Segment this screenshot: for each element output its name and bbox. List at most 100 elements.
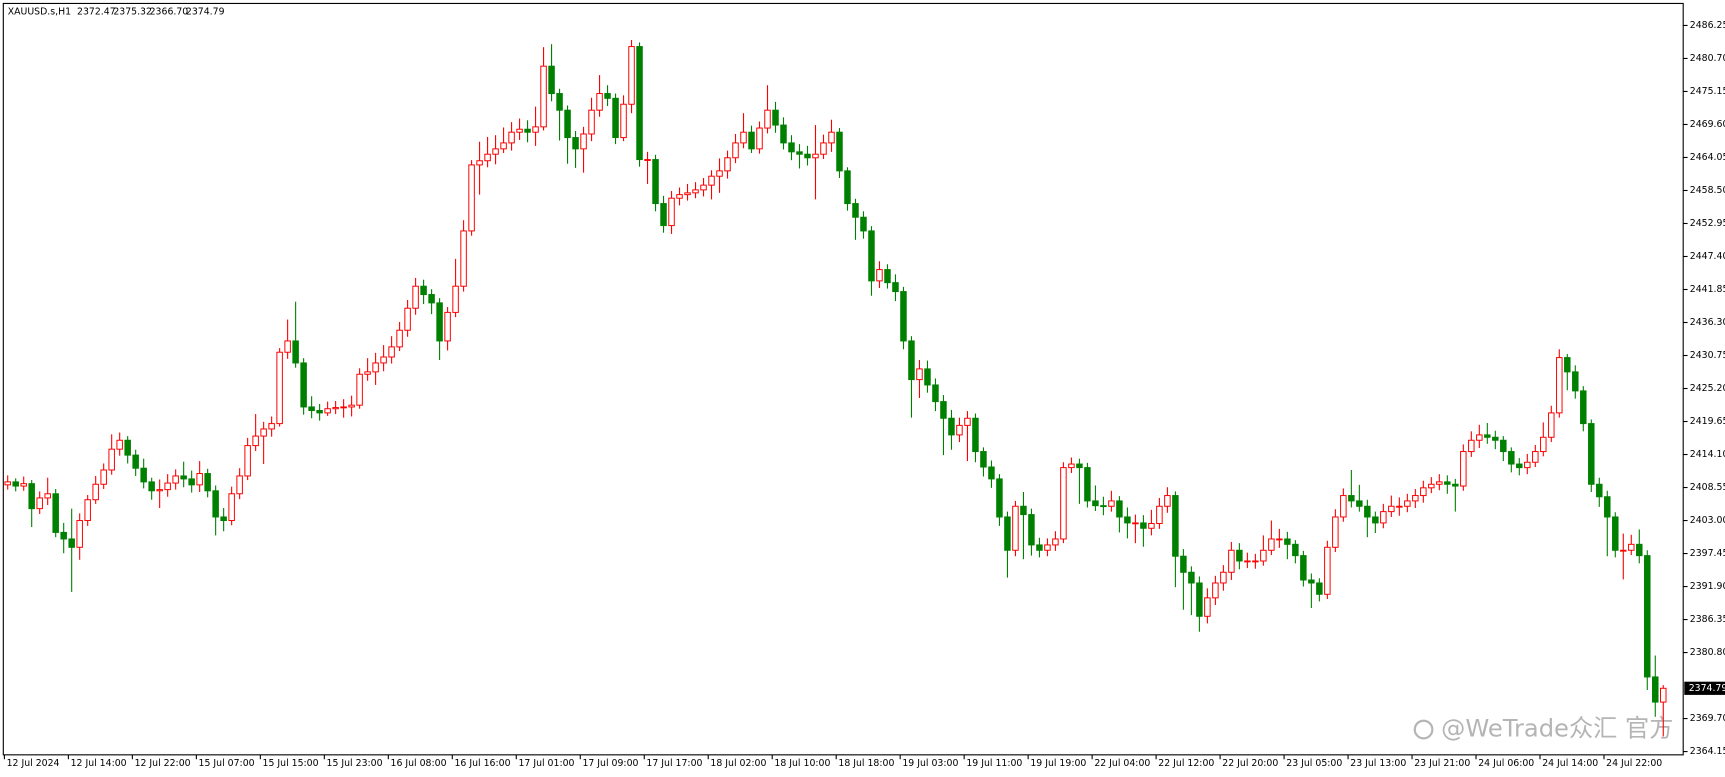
candle-body [612, 97, 619, 139]
candle-body [1588, 423, 1595, 485]
price-tag-bg [1684, 681, 1725, 695]
candle-body [348, 404, 355, 408]
candle-body [1332, 516, 1339, 548]
candle-body [1388, 505, 1395, 513]
candle-body [1620, 549, 1627, 552]
x-tick-label: 17 Jul 09:00 [582, 758, 638, 769]
candle-body [1076, 463, 1083, 469]
candle-body [484, 153, 491, 162]
candle-body [1124, 516, 1131, 524]
candle-body [692, 189, 699, 194]
y-tick-label: 2458.50 [1690, 185, 1725, 196]
candle-body [1628, 543, 1635, 551]
close-label: 2374.79 [186, 7, 225, 18]
candle-body [876, 269, 883, 282]
candle-body [1532, 451, 1539, 463]
candle-body [812, 153, 819, 159]
candle-body [372, 362, 379, 373]
candle-body [364, 371, 371, 375]
candle-body [532, 126, 539, 133]
candle-body [292, 340, 299, 364]
candle-body [436, 302, 443, 342]
y-tick-label: 2364.15 [1690, 746, 1725, 757]
candle-body [1420, 487, 1427, 497]
candle-body [836, 131, 843, 172]
candle-body [1260, 549, 1267, 562]
candle-body [1028, 514, 1035, 546]
candle-body [20, 483, 27, 487]
candle-body [76, 520, 83, 548]
candle-body [204, 473, 211, 492]
candle-body [84, 499, 91, 522]
candle-body [796, 151, 803, 155]
candle-body [1364, 505, 1371, 518]
y-tick-label: 2475.15 [1690, 86, 1725, 97]
y-tick-label: 2408.55 [1690, 482, 1725, 493]
candle-body [284, 340, 291, 353]
candle-body [1468, 439, 1475, 453]
candle-body [52, 493, 59, 533]
candle-body [1524, 461, 1531, 469]
x-tick-label: 18 Jul 10:00 [774, 758, 830, 769]
candle-body [124, 439, 131, 456]
high-label: 2375.32 [113, 7, 152, 18]
candle-body [1372, 516, 1379, 524]
candle-body [28, 483, 35, 510]
x-tick-label: 19 Jul 03:00 [902, 758, 958, 769]
x-tick-label: 12 Jul 14:00 [71, 758, 127, 769]
candle-body [932, 384, 939, 403]
x-tick-label: 23 Jul 13:00 [1350, 758, 1406, 769]
candle-body [620, 103, 627, 139]
open-label: 2372.47 [77, 7, 116, 18]
candle-body [1268, 538, 1275, 551]
candle-body [460, 230, 467, 287]
candle-body [1452, 483, 1459, 487]
candle-body [1556, 357, 1563, 414]
candle-body [444, 311, 451, 342]
candle-body [596, 93, 603, 111]
candle-body [1108, 500, 1115, 507]
candle-body [1020, 505, 1027, 516]
candle-body [236, 475, 243, 495]
candle-body [524, 128, 531, 133]
candle-body [956, 424, 963, 436]
candle-body [548, 65, 555, 95]
candle-body [924, 368, 931, 386]
candle-body [148, 481, 155, 492]
candle-body [884, 269, 891, 284]
candle-body [1652, 676, 1659, 703]
candle-body [844, 170, 851, 205]
y-tick-label: 2419.65 [1690, 416, 1725, 427]
candle-body [676, 194, 683, 199]
y-tick-label: 2380.80 [1690, 647, 1725, 658]
candle-body [388, 346, 395, 358]
candle-body [396, 329, 403, 348]
y-tick-label: 2369.70 [1690, 713, 1725, 724]
candle-body [668, 197, 675, 227]
candle-body [1340, 495, 1347, 518]
candle-body [588, 109, 595, 135]
plot-frame [2, 2, 1684, 756]
candle-body [580, 133, 587, 150]
candle-body [12, 481, 19, 487]
candle-body [188, 478, 195, 486]
candle-body [756, 127, 763, 150]
y-tick-label: 2436.30 [1690, 317, 1725, 328]
candle-body [556, 93, 563, 111]
y-tick-label: 2430.75 [1690, 350, 1725, 361]
x-tick-label: 24 Jul 14:00 [1542, 758, 1598, 769]
watermark-logo [1413, 719, 1434, 740]
candle-body [1300, 555, 1307, 581]
candle-body [1012, 505, 1019, 551]
candle-body [108, 448, 115, 471]
candle-body [132, 454, 139, 469]
candle-body [1084, 467, 1091, 502]
candle-body [1004, 516, 1011, 551]
candle-body [308, 406, 315, 412]
chart-header: XAUUSD.s,H1 2372.47 2375.32 2366.70 2374… [8, 7, 225, 18]
candle-body [100, 469, 107, 485]
x-tick-label: 23 Jul 05:00 [1286, 758, 1342, 769]
candle-body [1492, 436, 1499, 441]
candle-body [740, 131, 747, 144]
candle-body [948, 417, 955, 436]
